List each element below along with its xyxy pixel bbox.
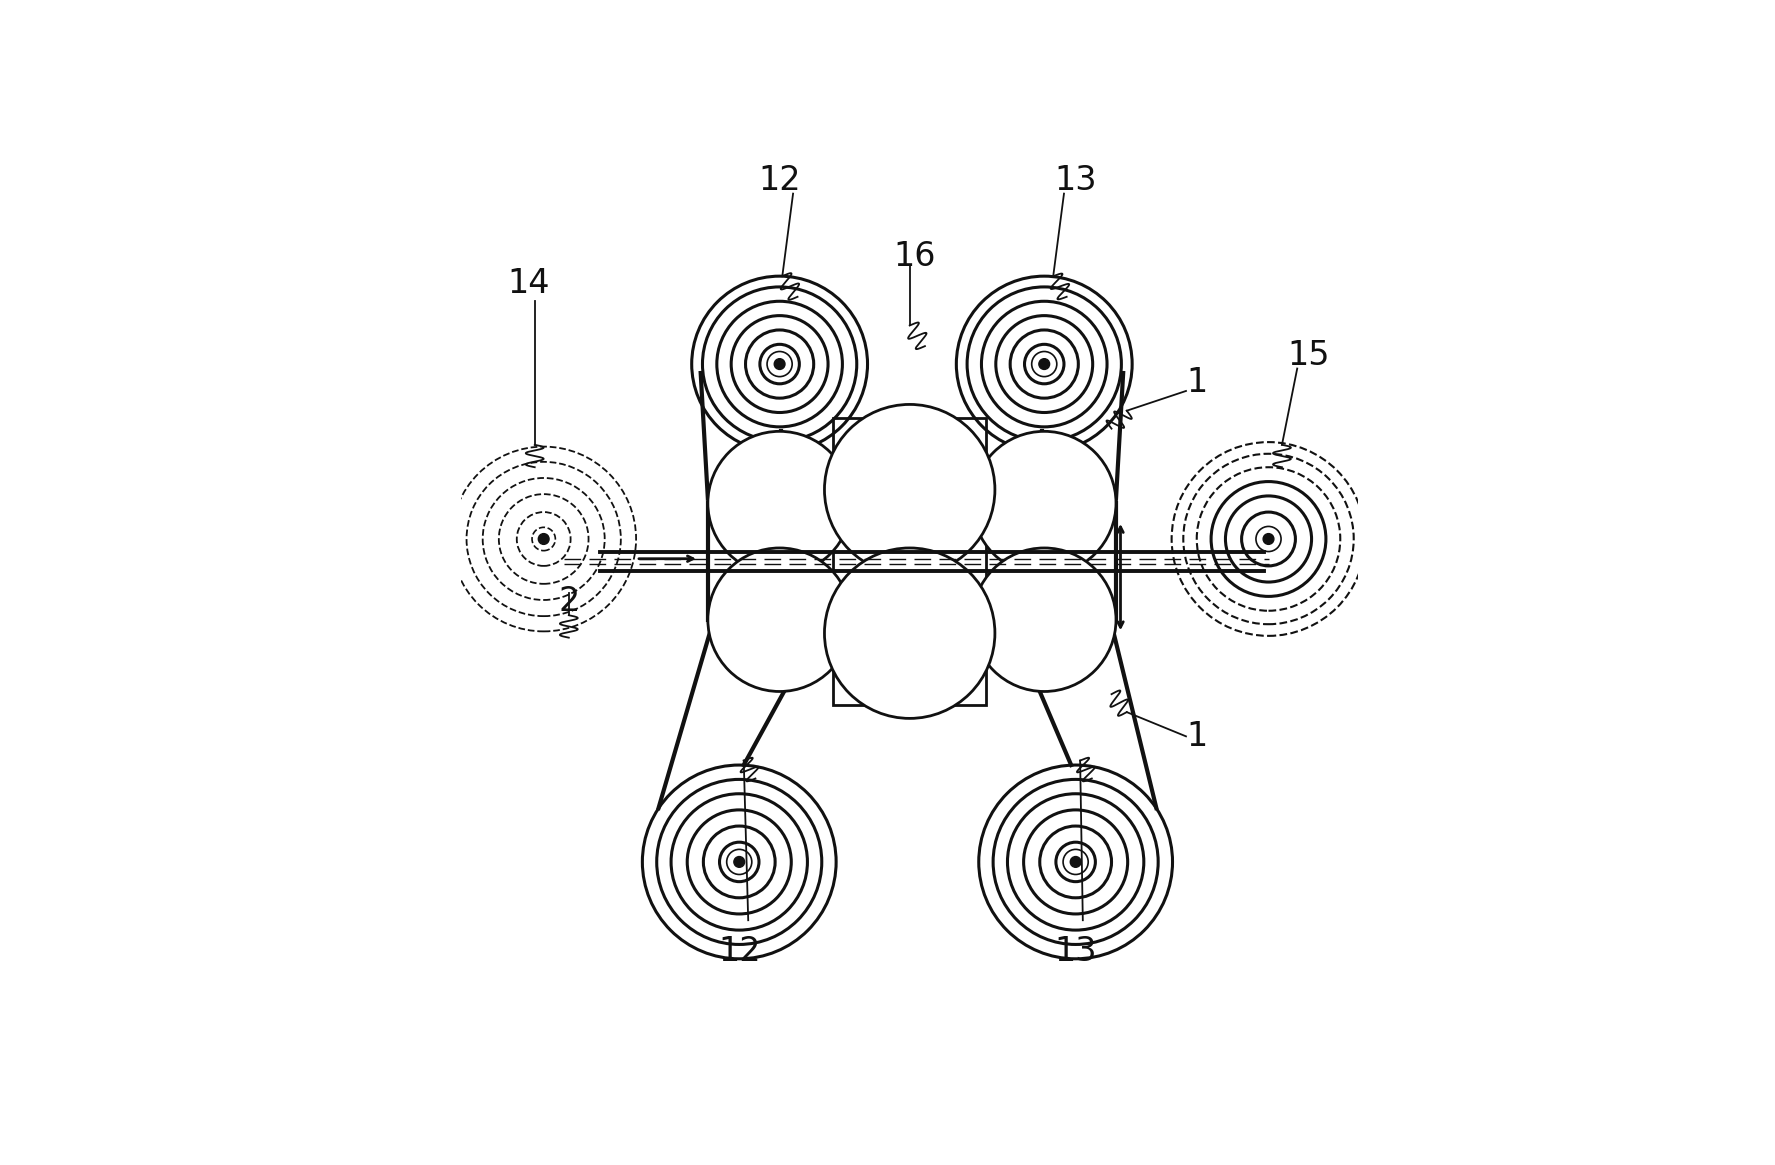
- Text: 2: 2: [557, 585, 579, 619]
- Circle shape: [1070, 856, 1081, 867]
- Text: 12: 12: [717, 935, 760, 968]
- Text: 16: 16: [893, 240, 935, 273]
- Text: 1: 1: [1186, 366, 1207, 398]
- Circle shape: [973, 431, 1116, 574]
- Circle shape: [824, 548, 996, 719]
- Text: 15: 15: [1287, 339, 1329, 372]
- Circle shape: [708, 431, 852, 574]
- Circle shape: [733, 856, 746, 867]
- Text: 14: 14: [508, 267, 550, 299]
- Circle shape: [1038, 359, 1049, 369]
- Text: 13: 13: [1054, 935, 1097, 968]
- Circle shape: [538, 534, 548, 544]
- Circle shape: [708, 548, 852, 692]
- Circle shape: [774, 359, 785, 369]
- Text: 12: 12: [758, 163, 801, 197]
- Text: 13: 13: [1054, 163, 1097, 197]
- Bar: [834, 418, 985, 705]
- Circle shape: [973, 548, 1116, 692]
- Text: 1: 1: [1186, 720, 1207, 753]
- Circle shape: [1264, 534, 1274, 544]
- Circle shape: [824, 404, 996, 574]
